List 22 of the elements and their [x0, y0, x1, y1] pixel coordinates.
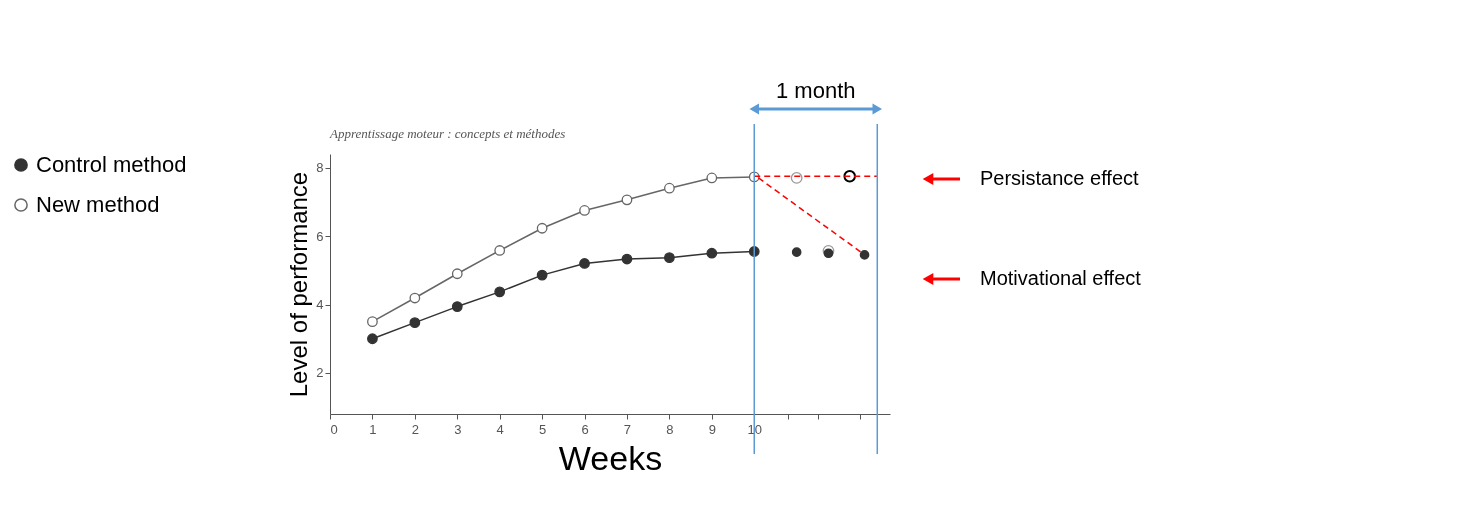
y-axis-title: Level of performance	[285, 171, 313, 398]
x-tick-label: 7	[623, 421, 632, 437]
legend-label: New method	[36, 192, 160, 217]
y-tick-label: 8	[316, 160, 324, 176]
y-tick-label: 4	[316, 297, 324, 313]
text: Persistance effect	[980, 167, 1140, 189]
x-tick-label: 8	[666, 421, 674, 437]
y-tick-label: 6	[316, 228, 324, 244]
x-tick-label: 0	[330, 421, 338, 437]
x-tick-label: 9	[708, 421, 716, 437]
y-tick-label: 2	[316, 365, 324, 381]
legend-label: Control method	[36, 152, 187, 177]
x-tick-label: 6	[581, 421, 589, 437]
text: Apprentissage moteur : concepts et méthodes	[329, 126, 566, 141]
x-axis-title: Weeks	[558, 438, 663, 477]
x-tick-label: 5	[539, 421, 547, 437]
x-tick-label: 2	[411, 421, 419, 437]
text: Motivational effect	[980, 267, 1142, 289]
x-tick-label: 1	[369, 421, 377, 437]
text: 1 month	[776, 78, 856, 103]
x-tick-label: 4	[496, 421, 504, 437]
x-tick-label: 3	[454, 421, 462, 437]
